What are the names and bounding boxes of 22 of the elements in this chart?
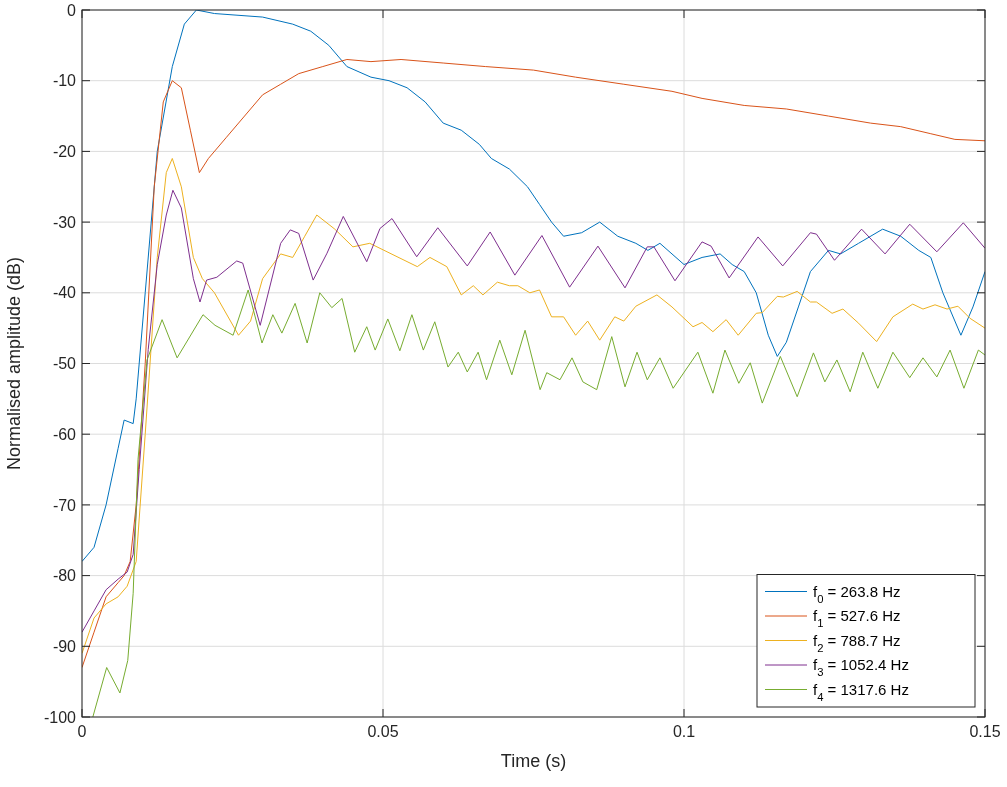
y-tick-label: -10	[52, 72, 77, 90]
y-tick-label: -50	[52, 355, 77, 373]
y-tick-label: -20	[52, 143, 77, 160]
x-tick-label: 0.1	[672, 723, 696, 740]
y-axis-title: Normalised amplitude (dB)	[4, 256, 24, 471]
legend-label: f$_{4}$ = 1317.6 Hz	[813, 680, 909, 703]
y-tick-label: -30	[52, 213, 77, 231]
legend-label: f$_{1}$ = 527.6 Hz	[813, 607, 901, 630]
y-tick-label: 0	[67, 1, 77, 19]
x-tick-label: 0.05	[367, 723, 399, 740]
legend-label: f$_{3}$ = 1052.4 Hz	[813, 656, 909, 679]
y-tick-label: -100	[43, 708, 77, 726]
legend-label: f$_{2}$ = 788.7 Hz	[813, 631, 901, 654]
y-tick-label: -80	[52, 567, 77, 585]
x-axis-title: Time (s)	[500, 751, 567, 771]
line-series	[92, 289, 985, 717]
x-tick-label: 0.15	[969, 723, 1001, 740]
y-tick-label: -40	[52, 284, 77, 302]
y-tick-label: -90	[52, 637, 77, 655]
y-tick-label: -60	[52, 425, 77, 443]
y-tick-label: -70	[52, 496, 77, 514]
legend-label: f$_{0}$ = 263.8 Hz	[813, 582, 901, 605]
